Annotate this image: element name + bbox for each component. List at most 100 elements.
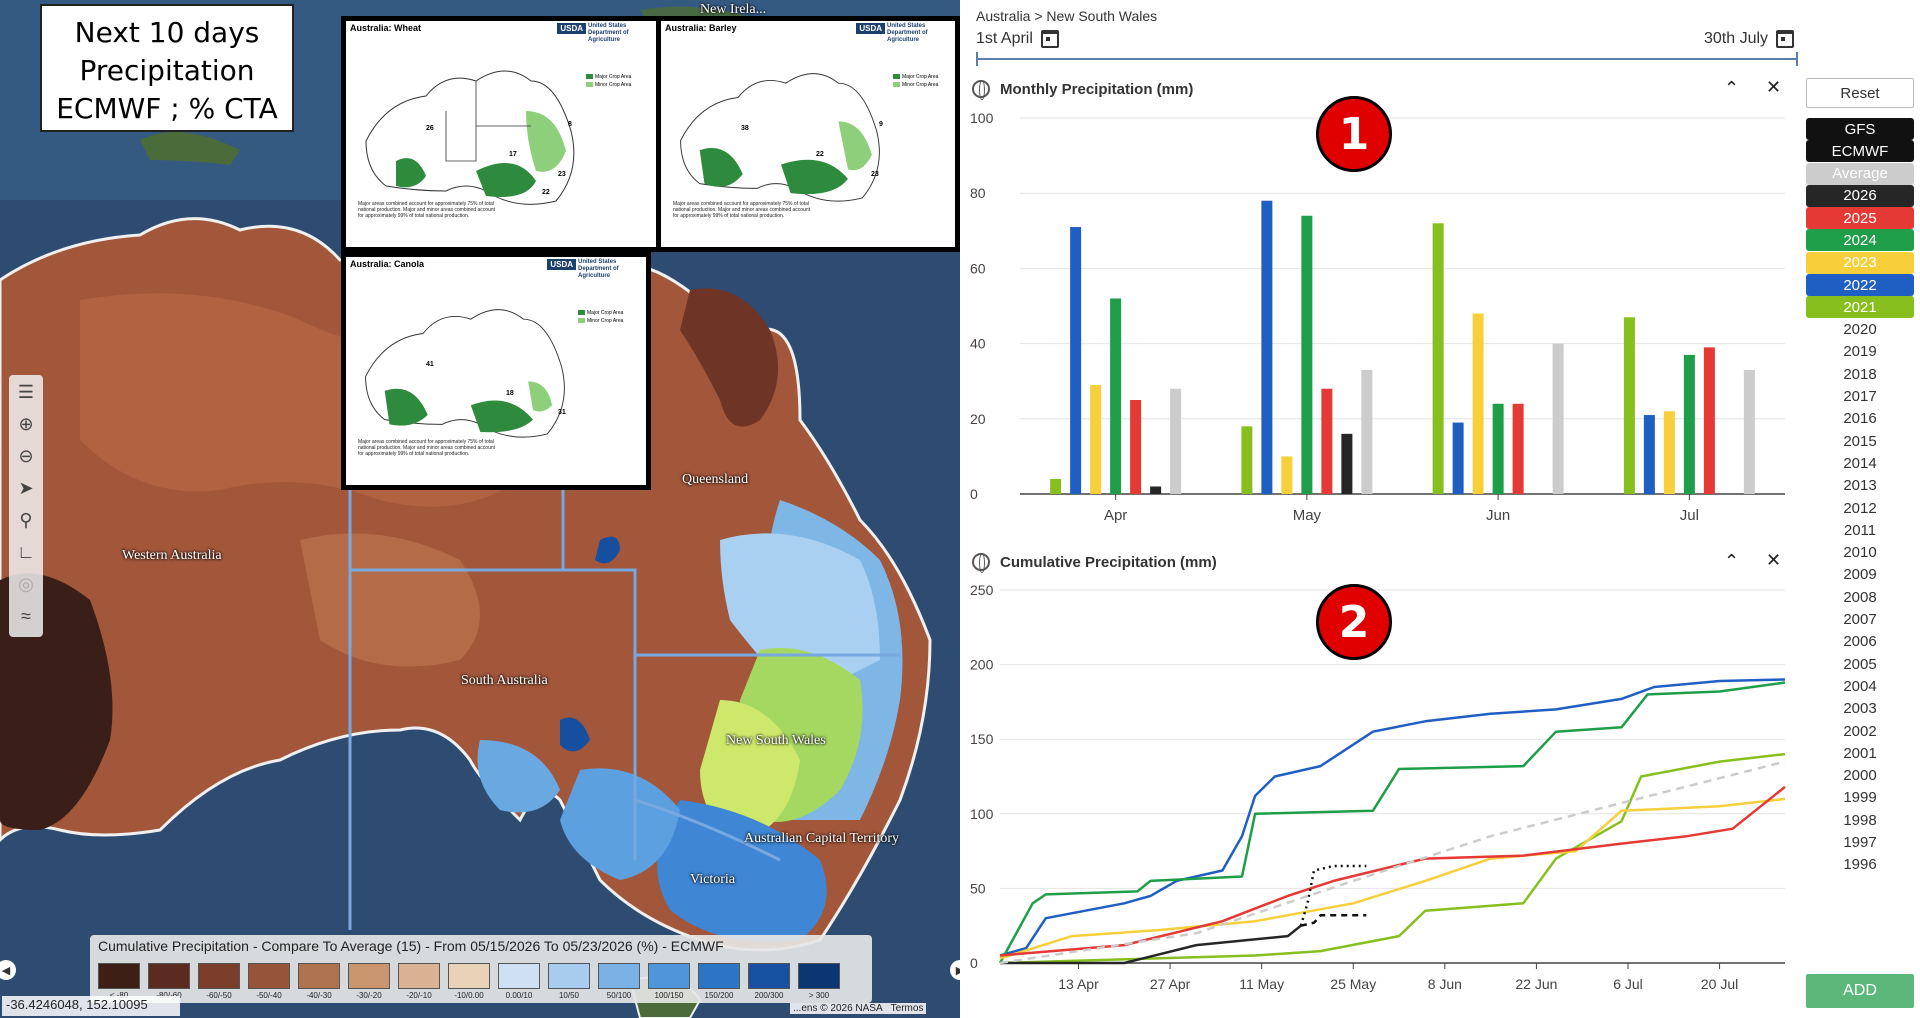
bar-2024-apr[interactable] <box>1110 298 1122 494</box>
date-range-slider[interactable] <box>976 52 1798 66</box>
start-date-picker[interactable]: 1st April <box>976 30 1059 48</box>
series-toggle-ecmwf[interactable]: ECMWF <box>1806 140 1914 163</box>
series-toggle-2023[interactable]: 2023 <box>1806 251 1914 274</box>
bar-2024-jul[interactable] <box>1683 354 1695 494</box>
bar-2026-may[interactable] <box>1341 433 1353 494</box>
series-toggle-2007[interactable]: 2007 <box>1806 608 1914 631</box>
calendar-icon[interactable] <box>1040 30 1059 48</box>
bar-2023-jul[interactable] <box>1663 411 1675 494</box>
draw-icon[interactable]: ≈ <box>21 605 31 626</box>
bar-average-may[interactable] <box>1361 369 1373 494</box>
calendar-icon[interactable] <box>1776 30 1795 48</box>
collapse-chevron-icon[interactable]: ⌃ <box>1724 78 1740 98</box>
close-icon[interactable]: ✕ <box>1766 77 1782 97</box>
collapse-chevron-icon[interactable]: ⌃ <box>1724 551 1740 571</box>
series-line-2023[interactable] <box>999 797 1786 960</box>
legend-swatch <box>298 963 340 989</box>
map-label-act: Australian Capital Territory <box>744 831 900 846</box>
bar-2025-may[interactable] <box>1321 388 1333 494</box>
search-icon[interactable]: ⚲ <box>19 509 33 530</box>
series-toggle-gfs[interactable]: GFS <box>1806 118 1914 140</box>
bar-2022-apr[interactable] <box>1070 227 1082 494</box>
bar-2025-apr[interactable] <box>1130 400 1142 494</box>
series-toggle-2009[interactable]: 2009 <box>1806 563 1914 586</box>
series-line-2021[interactable] <box>999 752 1786 965</box>
series-line-average[interactable] <box>999 760 1786 965</box>
series-toggle-2006[interactable]: 2006 <box>1806 630 1914 653</box>
close-icon[interactable]: ✕ <box>1766 550 1782 570</box>
locate-icon[interactable]: ◎ <box>18 573 34 594</box>
series-toggle-1998[interactable]: 1998 <box>1806 809 1914 832</box>
bar-average-jul[interactable] <box>1743 369 1755 494</box>
series-toggle-2025[interactable]: 2025 <box>1806 207 1914 230</box>
series-line-ecmwf[interactable] <box>1300 914 1367 927</box>
y-tick-label: 100 <box>970 806 994 822</box>
chevron-left-icon[interactable]: ◀ <box>0 960 16 980</box>
series-toggle-2010[interactable]: 2010 <box>1806 541 1914 564</box>
bar-2023-may[interactable] <box>1281 456 1293 494</box>
slider-handle-start[interactable] <box>976 52 978 66</box>
series-toggle-2020[interactable]: 2020 <box>1806 318 1914 341</box>
series-toggle-1996[interactable]: 1996 <box>1806 853 1914 876</box>
bar-2021-jun[interactable] <box>1432 223 1444 494</box>
bar-2021-jul[interactable] <box>1623 317 1635 494</box>
series-line-2024[interactable] <box>998 681 1786 964</box>
reset-button[interactable]: Reset <box>1806 78 1914 108</box>
series-toggle-2016[interactable]: 2016 <box>1806 407 1914 430</box>
series-toggle-2015[interactable]: 2015 <box>1806 430 1914 453</box>
series-toggle-2004[interactable]: 2004 <box>1806 675 1914 698</box>
bar-average-jun[interactable] <box>1552 343 1564 494</box>
series-toggle-2011[interactable]: 2011 <box>1806 519 1914 542</box>
bar-2021-may[interactable] <box>1241 426 1253 494</box>
legend-swatch-label: -50/-40 <box>256 991 282 1000</box>
series-toggle-1997[interactable]: 1997 <box>1806 831 1914 854</box>
series-line-2026[interactable] <box>1000 924 1302 965</box>
layers-icon[interactable]: ☰ <box>17 381 35 402</box>
bar-2026-apr[interactable] <box>1150 486 1162 494</box>
measure-icon[interactable]: ∟ <box>17 541 35 562</box>
terms-link[interactable]: Termos <box>890 1003 924 1014</box>
navigate-icon[interactable]: ➤ <box>18 477 34 498</box>
bar-2024-jun[interactable] <box>1492 403 1504 494</box>
usda-header: United States Department of Agriculture <box>578 259 619 279</box>
bar-2022-jul[interactable] <box>1643 415 1655 494</box>
series-toggle-2017[interactable]: 2017 <box>1806 385 1914 408</box>
bar-2025-jun[interactable] <box>1512 403 1524 494</box>
breadcrumb[interactable]: Australia > New South Wales <box>976 8 1158 24</box>
zoom-in-icon[interactable]: ⊕ <box>18 413 34 434</box>
bar-2025-jul[interactable] <box>1703 347 1715 494</box>
map-view[interactable]: New Irela... Queensland Western Australi… <box>0 0 960 1018</box>
bar-2023-apr[interactable] <box>1090 384 1102 494</box>
series-toggle-2026[interactable]: 2026 <box>1806 184 1914 207</box>
bar-2021-apr[interactable] <box>1050 478 1062 494</box>
series-toggle-2013[interactable]: 2013 <box>1806 474 1914 497</box>
bar-2024-may[interactable] <box>1301 215 1313 494</box>
series-toggle-2001[interactable]: 2001 <box>1806 742 1914 765</box>
series-toggle-average[interactable]: Average <box>1806 162 1914 185</box>
series-line-2025[interactable] <box>999 785 1786 957</box>
series-toggle-2012[interactable]: 2012 <box>1806 497 1914 520</box>
series-toggle-2019[interactable]: 2019 <box>1806 340 1914 363</box>
series-toggle-1999[interactable]: 1999 <box>1806 786 1914 809</box>
series-toggle-2003[interactable]: 2003 <box>1806 697 1914 720</box>
series-toggle-2005[interactable]: 2005 <box>1806 653 1914 676</box>
series-toggle-2008[interactable]: 2008 <box>1806 586 1914 609</box>
chevron-right-icon[interactable]: ▶ <box>950 960 960 980</box>
usda-pct: 23 <box>558 171 566 178</box>
bar-average-apr[interactable] <box>1170 388 1182 494</box>
slider-handle-end[interactable] <box>1796 52 1798 66</box>
series-line-2022[interactable] <box>999 678 1786 957</box>
series-toggle-2024[interactable]: 2024 <box>1806 229 1914 252</box>
zoom-out-icon[interactable]: ⊖ <box>18 445 34 466</box>
series-toggle-2021[interactable]: 2021 <box>1806 296 1914 319</box>
end-date-picker[interactable]: 30th July <box>1704 30 1795 48</box>
add-button[interactable]: ADD <box>1806 974 1914 1008</box>
series-toggle-2018[interactable]: 2018 <box>1806 363 1914 386</box>
series-toggle-2000[interactable]: 2000 <box>1806 764 1914 787</box>
bar-2023-jun[interactable] <box>1472 313 1484 494</box>
bar-2022-may[interactable] <box>1261 200 1273 494</box>
series-toggle-2002[interactable]: 2002 <box>1806 720 1914 743</box>
series-toggle-2022[interactable]: 2022 <box>1806 274 1914 297</box>
bar-2022-jun[interactable] <box>1452 422 1464 494</box>
series-toggle-2014[interactable]: 2014 <box>1806 452 1914 475</box>
